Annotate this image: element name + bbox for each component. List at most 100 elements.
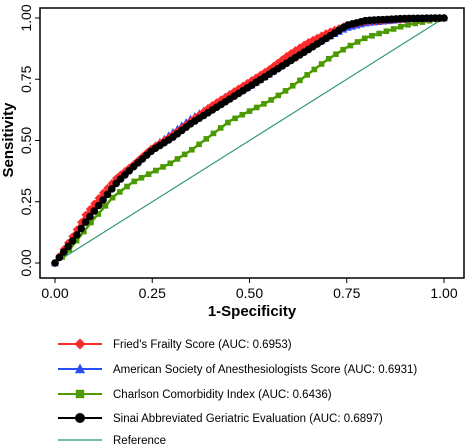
legend-label: Fried's Frailty Score (AUC: 0.6953) [113, 339, 292, 351]
x-tick-label: 0.00 [41, 285, 68, 301]
data-point [59, 248, 68, 256]
data-point [102, 203, 109, 209]
x-tick-label: 0.50 [236, 285, 263, 301]
data-point [153, 167, 159, 174]
data-point [286, 48, 296, 58]
plot-frame [39, 7, 465, 279]
data-point [405, 22, 411, 28]
data-point [95, 211, 102, 217]
data-point [64, 242, 72, 251]
data-point [90, 207, 99, 215]
data-point [275, 92, 282, 99]
data-point [51, 259, 59, 267]
data-point [196, 141, 202, 148]
data-point [354, 39, 361, 45]
legend-label: Reference [113, 435, 166, 447]
data-point [321, 29, 331, 38]
data-point [440, 14, 448, 22]
legend-label: American Society of Anesthesiologists Sc… [113, 364, 417, 376]
data-point [278, 55, 287, 64]
data-point [313, 33, 322, 42]
data-point [109, 194, 116, 201]
legend-marker [74, 338, 86, 350]
data-point [181, 151, 188, 158]
data-point [246, 108, 253, 114]
data-point [138, 174, 145, 181]
data-point [103, 190, 112, 199]
data-point [217, 125, 224, 131]
data-point [333, 51, 339, 58]
data-point [160, 164, 166, 170]
data-point [291, 46, 300, 55]
data-point [261, 101, 267, 107]
data-point [55, 253, 64, 262]
data-point [390, 26, 397, 32]
data-point [340, 46, 346, 53]
data-point [131, 178, 138, 185]
legend-item: Sinai Abbreviated Geriatric Evaluation (… [58, 413, 383, 425]
data-point [325, 55, 332, 62]
data-point [145, 171, 152, 177]
data-point [117, 189, 123, 195]
data-point [239, 111, 246, 118]
data-point [73, 237, 80, 244]
legend-label: Sinai Abbreviated Geriatric Evaluation (… [113, 413, 383, 425]
data-point [326, 27, 335, 36]
data-point [376, 30, 382, 37]
data-point [304, 72, 310, 78]
legend-item: American Society of Anesthesiologists Sc… [58, 363, 417, 376]
data-point [225, 119, 231, 126]
data-point [99, 196, 107, 204]
data-point [308, 35, 318, 45]
x-tick-label: 0.25 [139, 285, 166, 301]
series-line [54, 17, 445, 264]
series-4 [54, 17, 445, 264]
data-point [295, 43, 304, 52]
y-tick-label: 0.00 [18, 249, 34, 276]
data-point [282, 51, 291, 61]
data-point [369, 32, 375, 39]
data-point [77, 224, 86, 233]
data-point [311, 66, 318, 73]
data-point [361, 35, 368, 42]
data-point [189, 146, 195, 153]
data-point [210, 130, 217, 137]
data-point [81, 228, 87, 235]
data-point [318, 61, 325, 67]
data-point [268, 97, 274, 103]
data-point [412, 20, 418, 27]
legend-label: Charlson Comorbidity Index (AUC: 0.6436) [113, 389, 332, 401]
data-point [174, 156, 181, 162]
data-point [397, 23, 404, 30]
data-point [73, 231, 81, 239]
data-point [86, 212, 94, 221]
data-point [304, 38, 313, 47]
data-point [297, 77, 303, 84]
x-axis-title: 1-Specificity [208, 303, 297, 320]
data-point [232, 115, 238, 122]
series-layer [50, 13, 449, 268]
data-point [203, 136, 210, 142]
y-tick-label: 0.50 [18, 127, 34, 154]
y-tick-label: 0.75 [18, 65, 34, 92]
y-axis-title: Sensitivity [0, 102, 17, 178]
data-point [347, 42, 354, 49]
legend-marker [75, 389, 85, 399]
legend-marker [75, 413, 85, 423]
data-point [383, 28, 390, 35]
legend: Fried's Frailty Score (AUC: 0.6953) Ameri… [58, 338, 417, 447]
legend-item: Reference [58, 435, 166, 447]
data-point [108, 185, 116, 193]
data-point [88, 219, 94, 226]
data-point [124, 183, 130, 190]
legend-marker [74, 363, 86, 374]
axes: 0.00 0.25 0.50 0.75 1.00 0.00 0.25 0.50 0.75 1.00 [18, 4, 458, 301]
y-tick-label: 1.00 [18, 4, 34, 31]
x-tick-label: 1.00 [430, 285, 457, 301]
legend-item: Fried's Frailty Score (AUC: 0.6953) [58, 338, 292, 351]
legend-item: Charlson Comorbidity Index (AUC: 0.6436) [58, 389, 332, 401]
data-point [299, 40, 309, 49]
data-point [289, 82, 296, 89]
data-point [81, 218, 90, 226]
data-point [94, 201, 103, 210]
